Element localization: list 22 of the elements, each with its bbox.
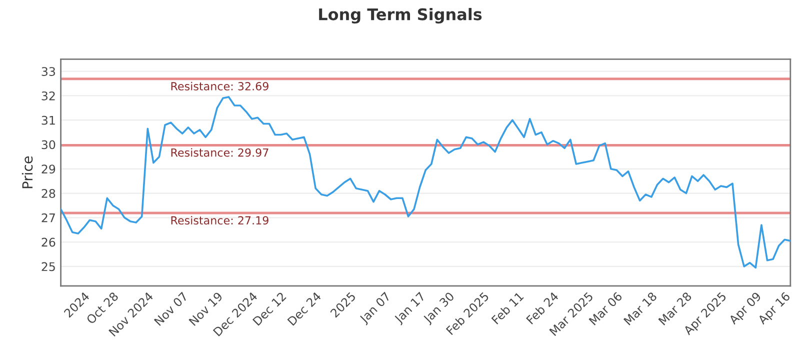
y-tick-label: 25 bbox=[42, 262, 55, 272]
ref-line-label: Resistance: 32.69 bbox=[171, 82, 268, 90]
x-tick-label: Feb 11 bbox=[491, 292, 524, 325]
x-tick-label: Mar 18 bbox=[623, 292, 658, 326]
x-tick-label: Feb 24 bbox=[526, 291, 559, 325]
ref-line-label: Resistance: 27.19 bbox=[171, 216, 268, 225]
line-series bbox=[60, 96, 790, 269]
x-tick-label: Mar 28 bbox=[658, 292, 692, 326]
x-tick-label: Dec 24 bbox=[287, 291, 322, 326]
x-tick-label: Jan 07 bbox=[358, 292, 392, 326]
y-tick-label: 27 bbox=[42, 213, 55, 222]
y-tick-label: 28 bbox=[42, 189, 56, 198]
y-tick-label: 31 bbox=[42, 116, 55, 125]
chart-title: Long Term Signals bbox=[319, 8, 482, 24]
y-axis-title: Price bbox=[22, 156, 33, 188]
y-tick-label: 32 bbox=[42, 91, 55, 100]
y-tick-label: 30 bbox=[42, 140, 56, 150]
y-tick-label: 33 bbox=[42, 67, 55, 76]
y-tick-label: 26 bbox=[42, 238, 56, 247]
y-tick-label: 29 bbox=[42, 164, 56, 174]
x-tick-label: Nov 07 bbox=[154, 292, 188, 326]
ref-line-label: Resistance: 29.97 bbox=[171, 148, 268, 157]
